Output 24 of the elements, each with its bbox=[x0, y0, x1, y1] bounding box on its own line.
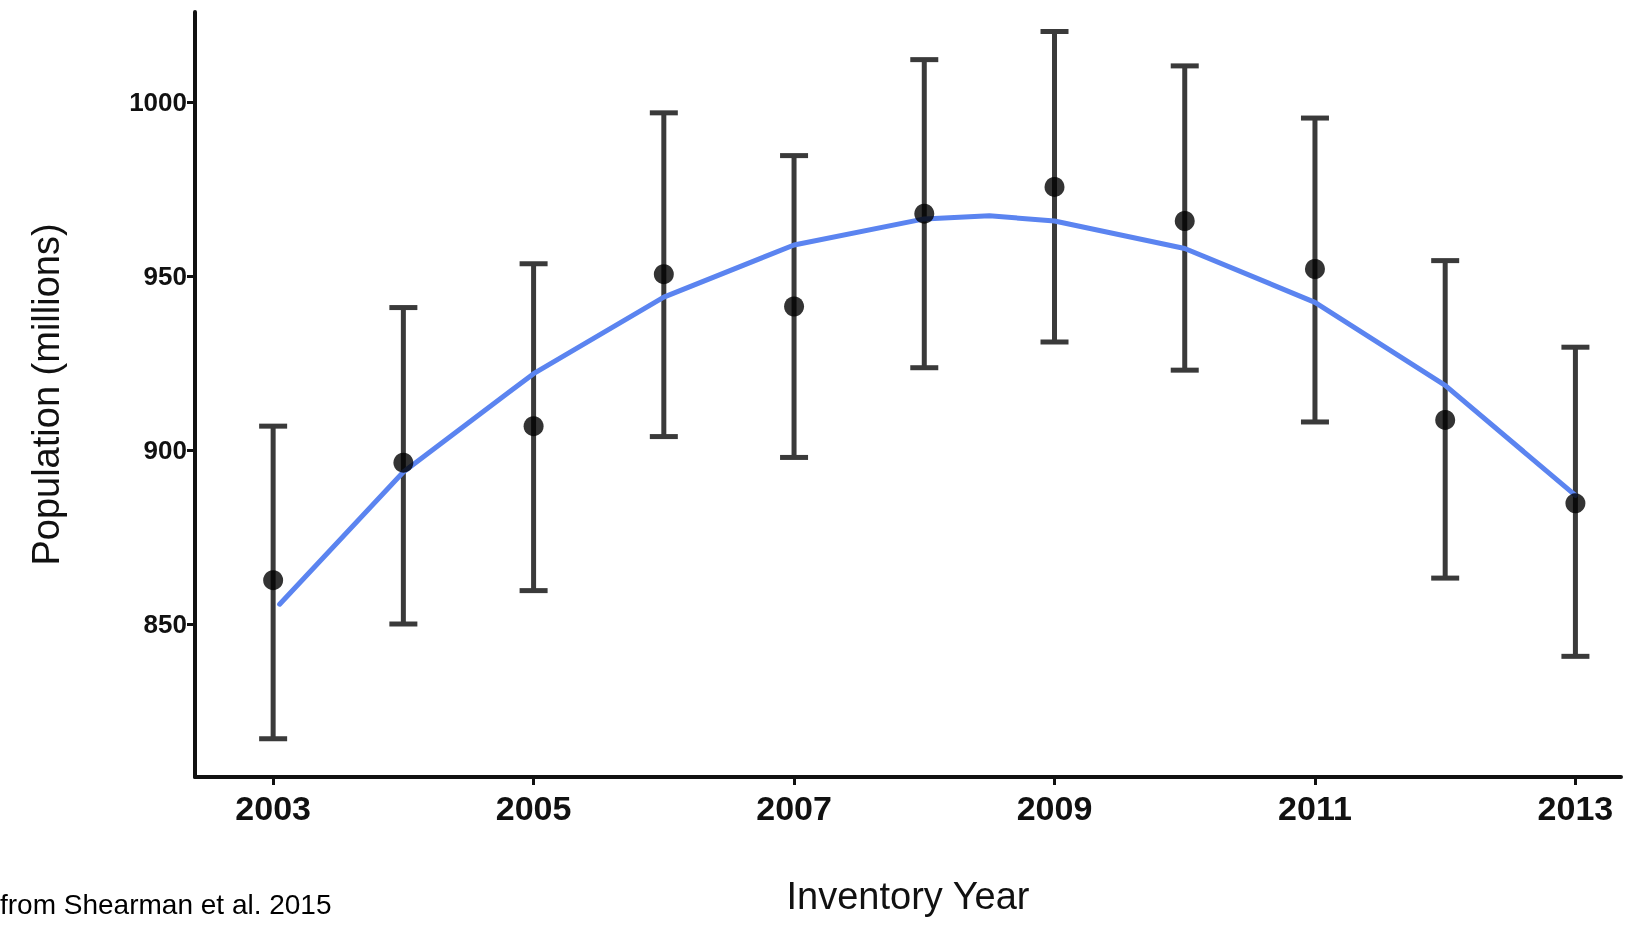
text: from Shearman et al. 2015 bbox=[0, 889, 332, 921]
x-tick-label: 2005 bbox=[495, 789, 572, 827]
x-tick-label: 2003 bbox=[235, 789, 311, 827]
y-tick-label: 850 bbox=[143, 609, 187, 639]
x-axis-title: Inventory Year bbox=[786, 875, 1030, 917]
point bbox=[393, 452, 414, 473]
x-tick-label: 2013 bbox=[1537, 789, 1614, 827]
point bbox=[653, 264, 674, 285]
x-tick-label: 2009 bbox=[1016, 789, 1093, 827]
point bbox=[523, 416, 544, 437]
x-tick-label: 2011 bbox=[1278, 789, 1352, 827]
point bbox=[1565, 493, 1586, 514]
y-axis-title: Population (millions) bbox=[25, 223, 67, 566]
point bbox=[914, 203, 935, 224]
y-tick-label: 900 bbox=[143, 435, 187, 466]
point bbox=[263, 570, 284, 591]
y-tick-label: 950 bbox=[143, 261, 187, 292]
point bbox=[784, 296, 805, 317]
point bbox=[1304, 258, 1325, 279]
point bbox=[1174, 210, 1195, 231]
point bbox=[1435, 409, 1456, 430]
point bbox=[1044, 176, 1065, 197]
y-tick-label: 1000 bbox=[129, 87, 187, 118]
x-tick-label: 2007 bbox=[756, 789, 832, 827]
